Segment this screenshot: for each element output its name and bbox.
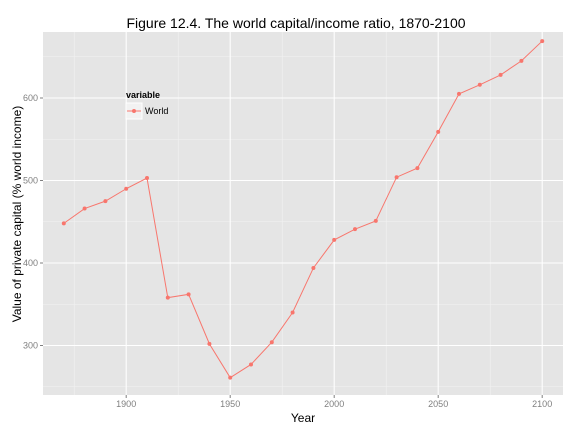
y-tick-label: 500	[23, 176, 38, 186]
legend-key-point	[132, 109, 136, 113]
x-axis-ticks: 1900 1950 2000 2050 2100	[116, 395, 552, 409]
legend-label-world: World	[145, 106, 168, 116]
data-point	[353, 227, 357, 231]
data-point	[228, 376, 232, 380]
data-point	[457, 92, 461, 96]
data-point	[374, 219, 378, 223]
data-point	[519, 59, 523, 63]
plot-panel	[43, 32, 563, 395]
y-tick-label: 600	[23, 93, 38, 103]
x-tick-label: 1950	[220, 399, 240, 409]
data-point	[332, 238, 336, 242]
data-point	[124, 187, 128, 191]
data-point	[207, 342, 211, 346]
data-point	[103, 199, 107, 203]
x-tick-label: 1900	[116, 399, 136, 409]
data-point	[415, 166, 419, 170]
data-point	[249, 362, 253, 366]
data-point	[270, 340, 274, 344]
data-point	[291, 311, 295, 315]
data-point	[166, 296, 170, 300]
x-axis-title: Year	[291, 411, 315, 425]
x-tick-label: 2100	[532, 399, 552, 409]
data-point	[187, 292, 191, 296]
y-tick-label: 300	[23, 341, 38, 351]
data-point	[395, 175, 399, 179]
y-axis-title: Value of private capital (% world income…	[10, 106, 24, 323]
y-tick-label: 400	[23, 258, 38, 268]
legend-title: variable	[126, 90, 160, 100]
data-point	[145, 176, 149, 180]
x-tick-label: 2000	[324, 399, 344, 409]
chart-title: Figure 12.4. The world capital/income ra…	[126, 15, 465, 31]
data-point	[478, 83, 482, 87]
y-axis-ticks: 300 400 500 600	[23, 93, 43, 351]
data-point	[83, 207, 87, 211]
data-point	[311, 266, 315, 270]
data-point	[436, 130, 440, 134]
data-point	[499, 73, 503, 77]
data-point	[62, 221, 66, 225]
x-tick-label: 2050	[428, 399, 448, 409]
data-point	[540, 39, 544, 43]
